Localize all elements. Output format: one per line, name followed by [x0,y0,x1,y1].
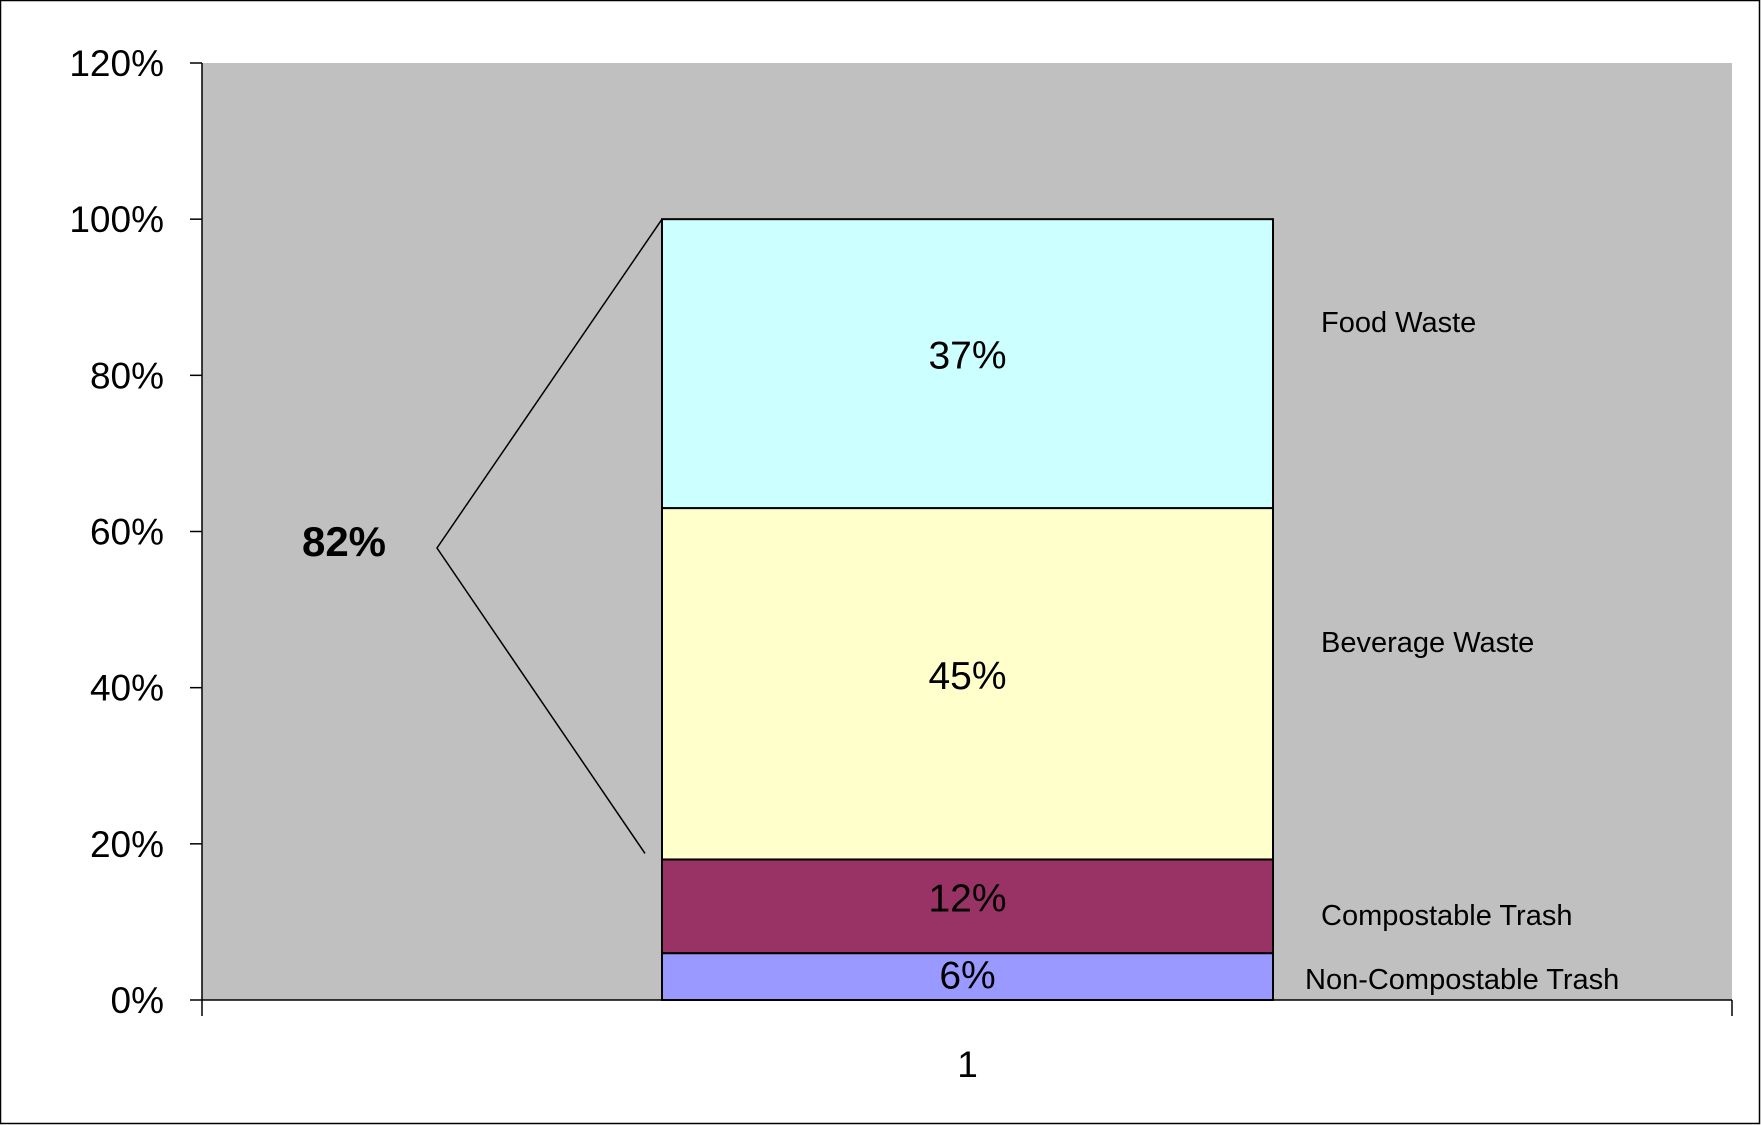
bar-segment [661,218,1274,510]
y-axis: 0% 20% 40% 60% 80% 100% 120% [69,43,203,1021]
y-tick-label: 60% [90,512,164,553]
legend: Non-Compostable Trash Compostable Trash Be… [1305,307,1619,996]
bar-segments: 6% 12% 45% 37% [661,218,1274,1002]
legend-entry: Food Waste [1321,307,1476,339]
annotation-bracket [436,218,663,854]
bar-segment [661,507,1274,861]
legend-entry: Beverage Waste [1321,627,1534,659]
legend-entry: Non-Compostable Trash [1305,964,1619,996]
legend-entry: Compostable Trash [1321,900,1572,932]
y-tick-label: 100% [69,199,164,240]
segment-value-label: 12% [928,877,1006,920]
y-tick-label: 40% [90,668,164,709]
bar-segment [661,858,1274,955]
segment-value-label: 37% [928,335,1006,378]
y-tick-label: 80% [90,355,164,396]
y-tick-label: 120% [69,43,164,84]
y-tick-label: 0% [111,980,164,1021]
annotation: 82% [302,218,663,854]
x-tick-label: 1 [957,1044,978,1085]
y-tick-label: 20% [90,824,164,865]
annotation-label: 82% [302,518,386,565]
segment-value-label: 45% [928,655,1006,698]
segment-value-label: 6% [939,955,995,998]
